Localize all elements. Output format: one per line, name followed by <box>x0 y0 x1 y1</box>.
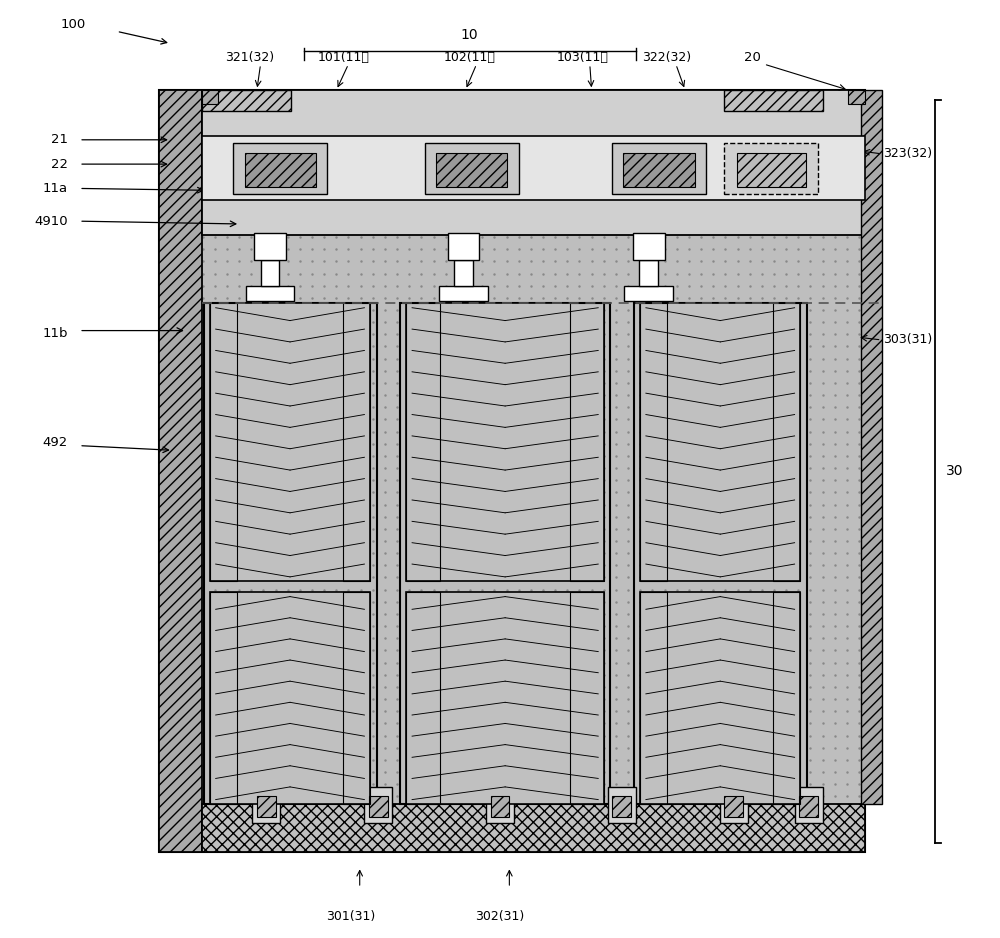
Bar <box>159 90 202 853</box>
Bar <box>406 593 604 804</box>
Bar <box>369 796 388 817</box>
Bar <box>608 787 636 823</box>
Text: 11a: 11a <box>43 182 68 195</box>
Bar <box>233 143 327 194</box>
Bar <box>634 304 807 804</box>
Bar <box>640 304 800 582</box>
Bar <box>491 796 509 817</box>
Text: 103(11）: 103(11） <box>556 51 608 64</box>
Text: 321(32): 321(32) <box>225 51 274 64</box>
Bar <box>252 787 280 823</box>
Bar <box>436 153 507 188</box>
Bar <box>612 143 706 194</box>
Bar <box>202 136 865 200</box>
Bar <box>724 90 823 111</box>
Bar <box>246 286 294 301</box>
Bar <box>570 304 604 582</box>
Bar <box>640 593 800 804</box>
Bar <box>210 304 370 582</box>
Bar <box>448 234 479 260</box>
Bar <box>799 796 818 817</box>
Bar <box>400 304 610 804</box>
Bar <box>204 304 377 804</box>
Bar <box>202 90 865 235</box>
Text: 303(31): 303(31) <box>883 333 933 346</box>
Bar <box>210 304 237 582</box>
Text: 11b: 11b <box>42 326 68 340</box>
Text: 492: 492 <box>43 436 68 449</box>
Text: 302(31): 302(31) <box>475 911 525 923</box>
Bar <box>623 153 695 188</box>
Bar <box>773 304 800 582</box>
Bar <box>406 593 440 804</box>
Bar <box>624 286 673 301</box>
Bar <box>720 787 748 823</box>
Bar <box>633 234 665 260</box>
Bar <box>245 153 316 188</box>
Bar <box>261 260 279 286</box>
Bar <box>202 90 218 104</box>
Text: 322(32): 322(32) <box>642 51 691 64</box>
Bar <box>612 796 631 817</box>
Bar <box>210 593 237 804</box>
Bar <box>486 787 514 823</box>
Text: 10: 10 <box>461 27 478 41</box>
Bar <box>364 787 392 823</box>
Text: 102(11）: 102(11） <box>444 51 496 64</box>
Text: 4910: 4910 <box>34 215 68 228</box>
Bar <box>254 234 286 260</box>
Text: 323(32): 323(32) <box>883 147 933 160</box>
Text: 21: 21 <box>51 133 68 146</box>
Bar <box>343 304 370 582</box>
Bar <box>425 143 519 194</box>
Text: 100: 100 <box>60 18 86 31</box>
Bar <box>454 260 473 286</box>
Bar <box>210 593 370 804</box>
Bar <box>773 593 800 804</box>
Text: 22: 22 <box>51 158 68 171</box>
Bar <box>439 286 488 301</box>
Bar <box>724 143 818 194</box>
Bar <box>724 796 743 817</box>
Bar <box>202 804 865 853</box>
Bar <box>343 593 370 804</box>
Bar <box>795 787 823 823</box>
Bar <box>640 593 667 804</box>
Text: 20: 20 <box>744 51 761 64</box>
Bar <box>861 90 882 804</box>
Bar <box>639 260 658 286</box>
Bar <box>406 304 604 582</box>
Bar <box>640 304 667 582</box>
Text: 30: 30 <box>946 464 964 478</box>
Bar <box>570 593 604 804</box>
Bar <box>257 796 276 817</box>
Bar <box>159 90 865 853</box>
Bar <box>406 304 440 582</box>
Bar <box>848 90 865 104</box>
Bar <box>737 153 806 188</box>
Text: 101(11）: 101(11） <box>318 51 370 64</box>
Text: 301(31): 301(31) <box>326 911 375 923</box>
Bar <box>202 90 291 111</box>
